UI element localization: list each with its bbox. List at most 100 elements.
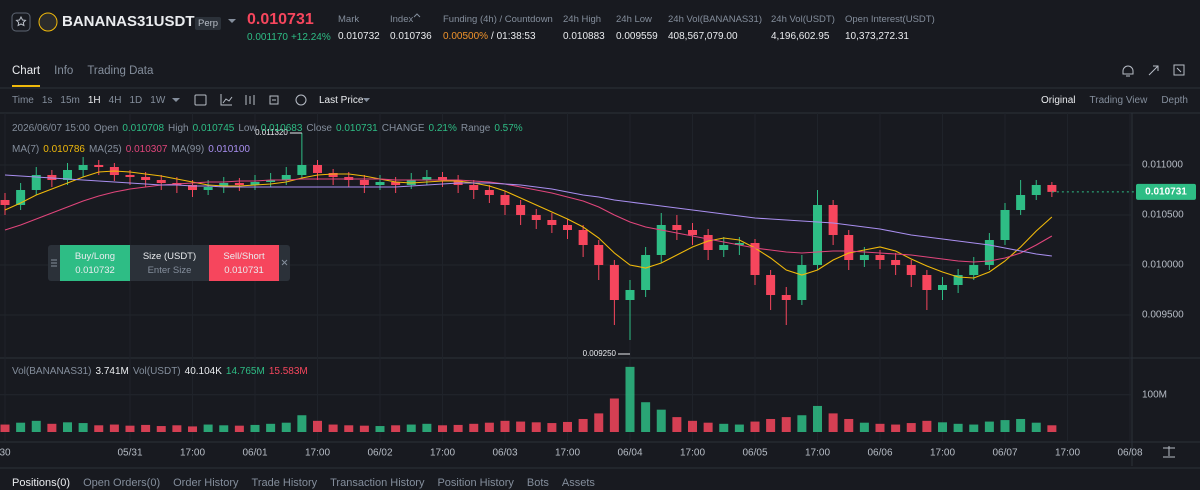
- volume-bar: [219, 425, 229, 432]
- candle-body: [78, 165, 88, 170]
- x-tick-label: 17:00: [555, 448, 580, 459]
- volume-bar: [1031, 422, 1041, 432]
- x-tick-label: 06/05: [742, 448, 767, 459]
- interval[interactable]: 4H: [108, 95, 122, 106]
- x-tick-label: 17:00: [430, 448, 455, 459]
- volume-bar: [453, 424, 463, 432]
- volume-bar: [281, 422, 291, 432]
- toolbar-icons[interactable]: [194, 64, 1185, 458]
- volume-bar: [0, 424, 10, 432]
- symbol[interactable]: BANANAS31USDT: [62, 13, 195, 30]
- candle-body: [63, 170, 72, 180]
- interval[interactable]: 1H: [87, 95, 101, 106]
- buy-button[interactable]: Buy/Long 0.010732: [60, 245, 130, 281]
- bottom-tab[interactable]: Assets: [561, 477, 595, 489]
- volume-bar: [63, 422, 72, 432]
- ma-line: [4, 174, 1052, 257]
- tabs: Chart Info Trading Data: [12, 65, 153, 77]
- candle-body: [94, 165, 104, 167]
- candle-body: [500, 195, 510, 205]
- candle-body: [641, 255, 651, 290]
- price-type-caret[interactable]: [363, 98, 370, 102]
- drag-handle[interactable]: [48, 245, 60, 281]
- price-type[interactable]: Last Price: [319, 95, 364, 106]
- candle-body: [16, 190, 26, 205]
- bottom-tab[interactable]: Transaction History: [330, 477, 425, 489]
- ohlc-value: 0.010683: [260, 123, 303, 134]
- stat-value: 0.010732: [338, 31, 380, 42]
- volume-bar: [891, 424, 901, 432]
- x-tick-label: 17:00: [930, 448, 955, 459]
- candle-body: [422, 177, 432, 180]
- volume-bar: [844, 418, 854, 432]
- candle-body: [1031, 185, 1041, 195]
- bottom-tab[interactable]: Order History: [173, 477, 239, 489]
- volume-bar: [375, 426, 385, 432]
- interval-caret[interactable]: [172, 98, 180, 102]
- interval[interactable]: 15m: [60, 95, 80, 106]
- interval[interactable]: 1s: [41, 95, 53, 106]
- bottom-tab[interactable]: Trade History: [251, 477, 318, 489]
- candle-body: [1016, 195, 1026, 210]
- x-tick-label: 17:00: [180, 448, 205, 459]
- stat-value: 4,196,602.95: [771, 31, 830, 42]
- volume-bar: [984, 421, 994, 432]
- ma-value: 0.010786: [43, 144, 85, 155]
- candle-body: [969, 265, 979, 275]
- candle-body: [141, 177, 151, 180]
- volume-bar: [953, 423, 963, 432]
- sell-button[interactable]: Sell/Short 0.010731: [209, 245, 279, 281]
- tab[interactable]: Trading Data: [87, 65, 154, 77]
- stat-value: 0.010736: [390, 31, 432, 42]
- view-option[interactable]: Trading View: [1089, 95, 1148, 106]
- volume-bar: [406, 424, 416, 432]
- change-abs: 0.001170: [247, 32, 288, 43]
- candle-body: [625, 290, 635, 300]
- sell-price: 0.010731: [224, 265, 264, 276]
- ohlc-value: 0.010708: [122, 123, 165, 134]
- candle-body: [203, 187, 213, 190]
- favorite-icon[interactable]: [11, 12, 31, 32]
- tab[interactable]: Info: [54, 65, 74, 77]
- bottom-tab[interactable]: Open Orders(0): [83, 477, 161, 489]
- ohlc-label: Close: [306, 123, 332, 134]
- bottom-tab[interactable]: Bots: [526, 477, 549, 489]
- stat-label: 24h Vol(USDT): [771, 14, 835, 25]
- view-option[interactable]: Depth: [1161, 95, 1188, 106]
- candle-body: [438, 177, 447, 180]
- volume-bar: [641, 402, 651, 432]
- volume-bar: [875, 423, 885, 432]
- interval[interactable]: 1W: [150, 95, 166, 106]
- volume-bar: [500, 420, 510, 432]
- candle-body: [328, 173, 338, 177]
- candle-body: [469, 185, 479, 190]
- close-button[interactable]: [279, 245, 290, 281]
- volume-bar: [797, 415, 807, 432]
- candle-body: [609, 265, 619, 300]
- size-label: Size (USDT): [142, 251, 197, 262]
- interval[interactable]: 1D: [129, 95, 143, 106]
- x-tick-label: 06/03: [492, 448, 517, 459]
- candle-body: [859, 255, 869, 260]
- ma-label: MA(25): [88, 144, 122, 155]
- candle-body: [813, 205, 822, 265]
- view-option[interactable]: Original: [1041, 95, 1076, 106]
- volume-bar: [672, 417, 682, 432]
- candle-body: [219, 183, 229, 187]
- volume-bar: [734, 424, 744, 432]
- interval: Time: [12, 95, 34, 106]
- bottom-tab[interactable]: Position History: [437, 477, 514, 489]
- bottom-tab[interactable]: Positions(0): [12, 477, 71, 489]
- high-annotation: 0.011320: [255, 128, 288, 137]
- candle-body: [953, 275, 963, 285]
- x-tick-label: 17:00: [805, 448, 830, 459]
- tab-underline: [12, 85, 40, 87]
- candle-body: [547, 220, 557, 225]
- tab[interactable]: Chart: [12, 65, 41, 77]
- stat-label: Open Interest(USDT): [845, 14, 935, 25]
- volume-bar: [766, 418, 776, 432]
- size-field[interactable]: Size (USDT) Enter Size: [130, 245, 209, 281]
- dropdown-caret[interactable]: [228, 19, 236, 23]
- stat-label: 24h Low: [616, 14, 652, 25]
